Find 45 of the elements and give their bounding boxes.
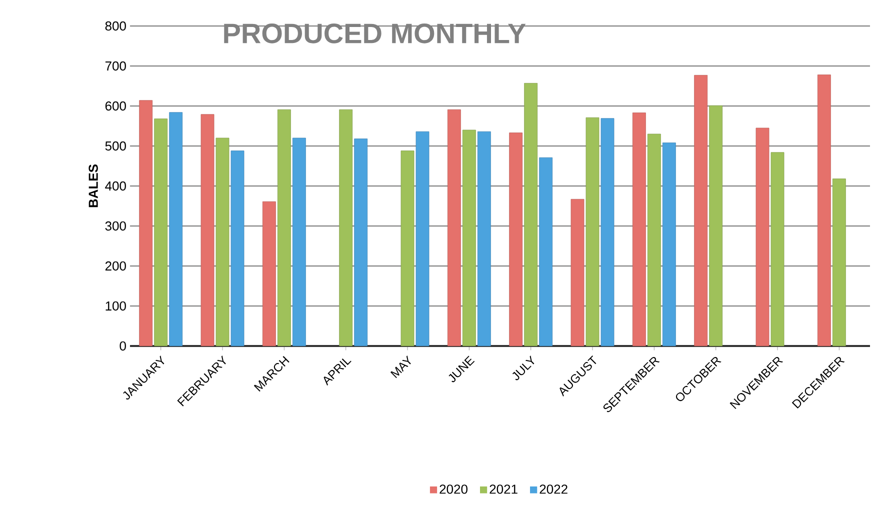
bar	[586, 117, 600, 346]
bar	[339, 109, 353, 346]
bar	[292, 138, 306, 346]
legend-label: 2022	[540, 484, 568, 494]
bar	[447, 109, 461, 346]
bar	[832, 178, 846, 346]
bar	[230, 150, 244, 346]
y-tick-label: 100	[106, 301, 126, 311]
bar	[632, 112, 646, 346]
y-tick-label: 500	[105, 141, 126, 151]
bar	[770, 152, 784, 346]
bar	[817, 74, 831, 346]
bar	[647, 134, 661, 346]
y-tick-label: 400	[105, 181, 126, 191]
legend-label: 2020	[440, 484, 468, 494]
bar	[416, 131, 430, 346]
bar	[262, 201, 276, 346]
bar	[477, 131, 491, 346]
bar	[509, 132, 523, 346]
chart-title: PRODUCED MONTHLY	[224, 24, 526, 44]
bar	[200, 114, 214, 346]
bar	[462, 130, 476, 346]
y-tick-label: 0	[120, 341, 126, 351]
bar	[539, 157, 553, 346]
y-tick-label: 600	[105, 101, 126, 111]
bar	[524, 82, 538, 346]
bar	[154, 118, 168, 346]
y-axis-title: BALES	[88, 164, 98, 208]
y-tick-label: 700	[105, 61, 126, 71]
bar	[277, 109, 291, 346]
y-tick-label: 200	[105, 261, 126, 271]
y-tick-label: 300	[105, 221, 126, 231]
bar	[709, 105, 723, 346]
bar	[600, 118, 614, 346]
bar	[756, 128, 770, 346]
bar	[662, 142, 676, 346]
bar	[570, 198, 584, 346]
bar	[694, 74, 708, 346]
y-tick-label: 800	[105, 21, 126, 31]
bar	[216, 138, 230, 346]
bar	[169, 112, 183, 346]
bar	[139, 100, 153, 346]
legend-label: 2021	[490, 484, 518, 494]
bar	[400, 150, 414, 346]
bar	[354, 138, 368, 346]
